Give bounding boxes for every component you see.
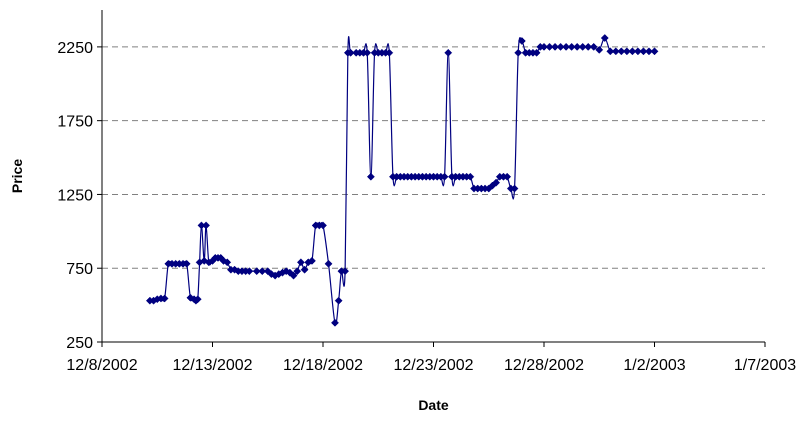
data-point-33 [258, 267, 267, 276]
data-point-120 [606, 47, 615, 56]
data-point-121 [611, 47, 620, 56]
data-point-115 [578, 42, 587, 51]
data-point-18 [202, 221, 211, 230]
data-point-102 [517, 37, 526, 45]
x-tick-label-5: 1/2/2003 [623, 357, 685, 374]
data-point-46 [307, 256, 316, 265]
data-point-40 [285, 268, 294, 277]
y-tick-label-3: 1750 [57, 114, 93, 131]
series-line-0 [149, 36, 655, 325]
x-tick-label-3: 12/23/2002 [393, 357, 473, 374]
data-point-14 [193, 295, 202, 304]
data-point-10 [182, 259, 191, 268]
data-point-116 [584, 42, 593, 51]
x-tick-label-2: 12/18/2002 [283, 357, 363, 374]
data-point-100 [510, 184, 519, 193]
data-point-41 [289, 271, 298, 280]
data-point-110 [551, 42, 560, 51]
data-point-127 [645, 47, 653, 56]
data-point-44 [300, 265, 309, 274]
y-tick-label-0: 250 [66, 335, 93, 352]
data-point-109 [545, 42, 554, 51]
data-point-117 [589, 42, 598, 51]
data-point-42 [293, 267, 302, 276]
y-axis-title: Price [9, 159, 25, 193]
data-point-119 [600, 34, 609, 42]
data-point-124 [628, 47, 637, 56]
data-point-50 [324, 259, 333, 268]
tick-labels: 250 750 1250 1750 2250 12/8/2002 12/13/2002 12/… [57, 40, 796, 374]
data-point-112 [562, 42, 571, 51]
data-point-101 [514, 48, 523, 57]
data-point-95 [492, 178, 501, 187]
data-point-60 [363, 48, 372, 57]
y-tick-label-1: 750 [66, 261, 93, 278]
data-point-125 [633, 47, 642, 56]
data-point-43 [296, 258, 305, 267]
data-point-114 [573, 42, 582, 51]
data-point-113 [567, 42, 576, 51]
data-point-111 [556, 42, 565, 51]
data-point-27 [230, 265, 239, 274]
data-point-122 [617, 47, 626, 56]
x-tick-label-0: 12/8/2002 [66, 357, 137, 374]
data-point-108 [540, 42, 548, 51]
data-point-49 [319, 221, 327, 230]
data-point-17 [200, 256, 209, 265]
data-point-32 [252, 267, 261, 276]
data-point-128 [650, 47, 659, 56]
data-point-56 [346, 48, 355, 57]
data-point-31 [245, 267, 254, 276]
data-point-106 [532, 48, 541, 57]
axes [97, 10, 766, 347]
data-point-123 [622, 47, 631, 56]
x-tick-label-1: 12/13/2002 [172, 357, 252, 374]
gridlines [102, 46, 765, 269]
data-point-52 [334, 296, 343, 305]
data-point-126 [639, 47, 648, 56]
data-point-82 [444, 48, 453, 57]
series-layer [145, 34, 659, 327]
data-point-98 [503, 172, 512, 181]
data-point-4 [160, 294, 169, 303]
data-point-25 [223, 258, 232, 267]
data-point-81 [440, 172, 449, 181]
y-tick-label-4: 2250 [57, 40, 93, 57]
data-point-54 [341, 267, 350, 276]
data-point-61 [366, 172, 375, 181]
data-point-51 [331, 318, 339, 327]
x-tick-label-6: 1/7/2003 [734, 357, 796, 374]
y-tick-label-2: 1250 [57, 187, 93, 204]
data-point-118 [595, 45, 604, 54]
data-point-66 [385, 48, 394, 57]
x-tick-label-4: 12/28/2002 [504, 357, 584, 374]
x-axis-title: Date [418, 397, 449, 413]
data-point-88 [466, 172, 475, 181]
